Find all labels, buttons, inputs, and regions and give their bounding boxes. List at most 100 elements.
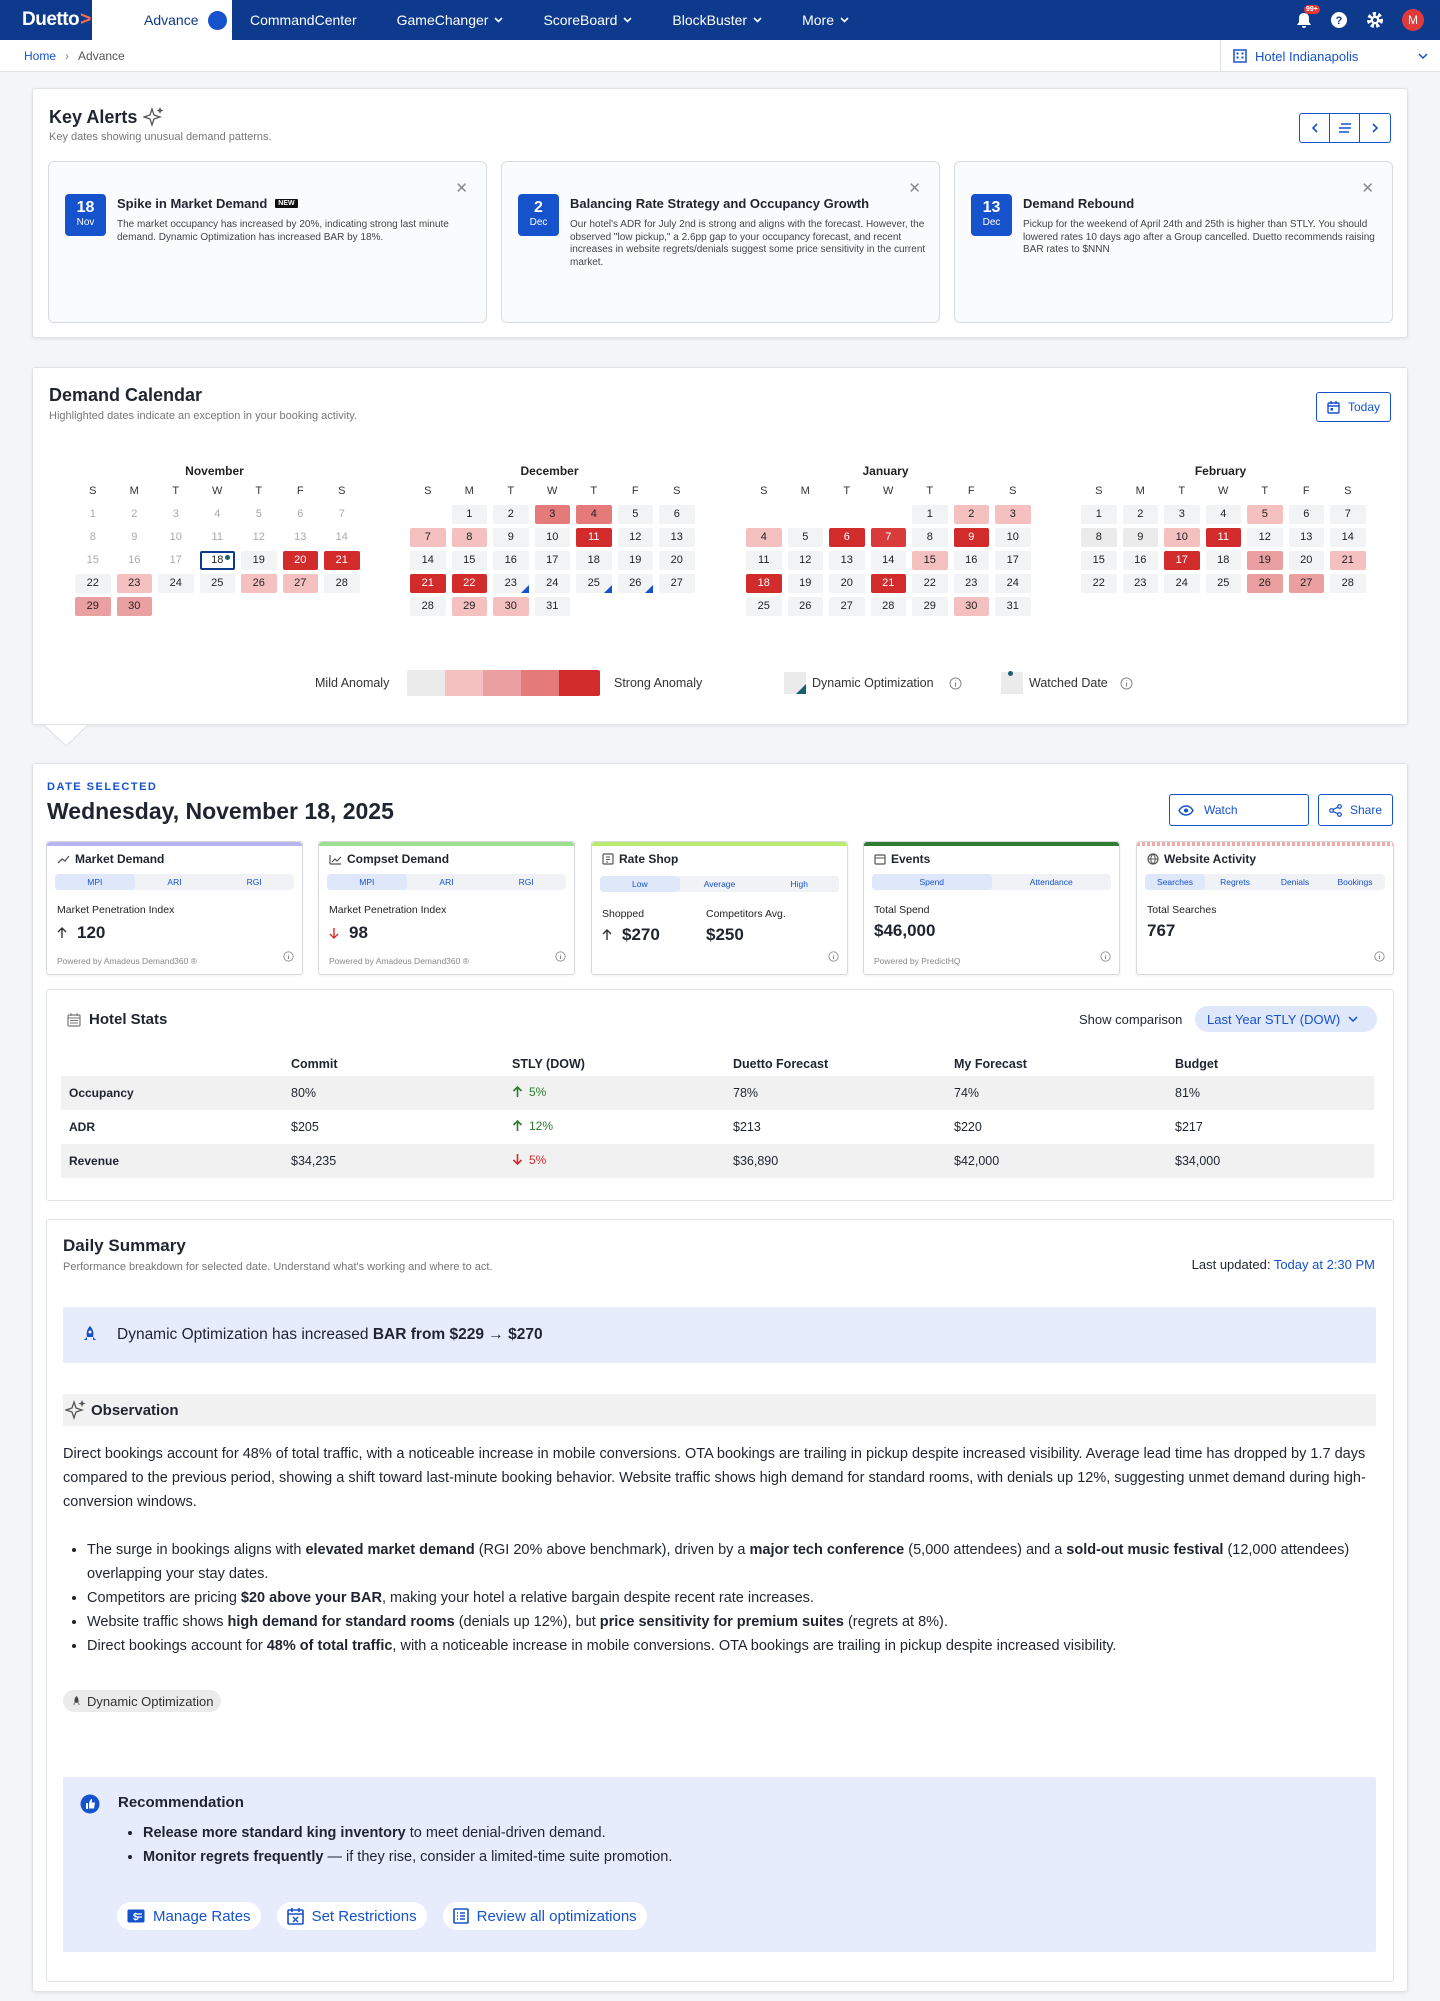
tab-ari[interactable]: ARI	[439, 877, 454, 887]
calendar-day[interactable]: 14	[410, 551, 446, 570]
calendar-day[interactable]: 1	[912, 505, 948, 524]
calendar-day[interactable]: 3	[172, 508, 179, 520]
calendar-day[interactable]: 7	[1330, 505, 1366, 524]
calendar-day[interactable]: 29	[912, 597, 948, 616]
calendar-day[interactable]: 8	[451, 528, 487, 547]
calendar-day[interactable]: 15	[86, 554, 99, 566]
calendar-day[interactable]: 2	[953, 505, 989, 524]
calendar-day[interactable]: 25	[576, 574, 612, 593]
share-button[interactable]: Share	[1318, 794, 1393, 826]
help-icon[interactable]: ?	[1330, 11, 1348, 29]
website-activity-card[interactable]: Website Activity Searches Regrets Denials B…	[1136, 841, 1394, 975]
calendar-day[interactable]: 27	[829, 597, 865, 616]
calendar-day[interactable]: 23	[493, 574, 529, 593]
calendar-day[interactable]: 18	[1205, 551, 1241, 570]
tab-spend[interactable]: Spend	[872, 874, 992, 890]
calendar-day[interactable]: 3	[534, 505, 570, 524]
tab-denials[interactable]: Denials	[1280, 877, 1310, 887]
calendar-day[interactable]: 28	[1330, 574, 1366, 593]
tab-regrets[interactable]: Regrets	[1220, 877, 1250, 887]
calendar-day[interactable]: 23	[953, 574, 989, 593]
calendar-day[interactable]: 22	[75, 574, 111, 593]
calendar-day[interactable]: 20	[282, 551, 318, 570]
calendar-day[interactable]: 30	[116, 597, 152, 616]
dynamic-optimization-tag[interactable]: Dynamic Optimization	[63, 1690, 222, 1712]
calendar-day[interactable]: 11	[1205, 528, 1241, 547]
calendar-day[interactable]: 21	[410, 574, 446, 593]
calendar-day[interactable]: 22	[912, 574, 948, 593]
calendar-day[interactable]: 30	[493, 597, 529, 616]
nav-item-scoreboard[interactable]: ScoreBoard	[525, 0, 654, 40]
calendar-day[interactable]: 14	[1330, 528, 1366, 547]
calendar-day[interactable]: 8	[1081, 528, 1117, 547]
calendar-day[interactable]: 24	[158, 574, 194, 593]
calendar-day[interactable]: 26	[241, 574, 277, 593]
calendar-day[interactable]: 13	[294, 531, 307, 543]
market-demand-card[interactable]: Market Demand MPI ARI RGI Market Penetrati…	[46, 841, 303, 975]
list-view-button[interactable]	[1330, 114, 1360, 142]
calendar-day[interactable]: 4	[214, 508, 221, 520]
calendar-day[interactable]: 9	[953, 528, 989, 547]
calendar-day[interactable]: 22	[1081, 574, 1117, 593]
calendar-day[interactable]: 18	[746, 574, 782, 593]
info-icon[interactable]	[555, 951, 566, 962]
calendar-day[interactable]: 11	[211, 531, 223, 543]
calendar-day[interactable]: 12	[1247, 528, 1283, 547]
calendar-day[interactable]: 2	[493, 505, 529, 524]
gear-icon[interactable]	[1366, 11, 1384, 29]
calendar-day[interactable]: 25	[1205, 574, 1241, 593]
tab-low[interactable]: Low	[600, 876, 680, 892]
info-icon[interactable]	[828, 951, 839, 962]
calendar-day[interactable]: 15	[451, 551, 487, 570]
calendar-day[interactable]: 9	[1122, 528, 1158, 547]
calendar-day[interactable]: 13	[659, 528, 695, 547]
calendar-day[interactable]: 17	[534, 551, 570, 570]
next-button[interactable]	[1360, 114, 1390, 142]
calendar-day[interactable]: 3	[1164, 505, 1200, 524]
calendar-day[interactable]: 6	[829, 528, 865, 547]
calendar-day[interactable]: 16	[1122, 551, 1158, 570]
calendar-day[interactable]: 31	[995, 597, 1031, 616]
calendar-day[interactable]: 31	[534, 597, 570, 616]
calendar-day[interactable]: 5	[787, 528, 823, 547]
calendar-day[interactable]: 14	[335, 531, 348, 543]
alert-card[interactable]: 13 Dec Demand Rebound Pickup for the week…	[954, 161, 1393, 323]
prev-button[interactable]	[1300, 114, 1330, 142]
calendar-day[interactable]: 20	[829, 574, 865, 593]
info-icon[interactable]	[949, 677, 962, 690]
set-restrictions-button[interactable]: Set Restrictions	[276, 1902, 427, 1930]
calendar-day[interactable]: 8	[912, 528, 948, 547]
calendar-day[interactable]: 28	[324, 574, 360, 593]
calendar-day[interactable]: 20	[659, 551, 695, 570]
calendar-day[interactable]: 11	[746, 551, 782, 570]
manage-rates-button[interactable]: $ Manage Rates	[117, 1902, 261, 1930]
calendar-day[interactable]: 18	[576, 551, 612, 570]
calendar-day[interactable]: 5	[255, 508, 262, 520]
calendar-day[interactable]: 19	[787, 574, 823, 593]
rate-shop-card[interactable]: Rate Shop Low Average High Shopped Competi…	[591, 841, 848, 975]
tab-rgi[interactable]: RGI	[246, 877, 262, 887]
calendar-day[interactable]: 15	[912, 551, 948, 570]
calendar-day[interactable]: 7	[410, 528, 446, 547]
nav-item-commandcenter[interactable]: CommandCenter	[250, 12, 357, 28]
calendar-day[interactable]: 1	[1081, 505, 1117, 524]
calendar-day[interactable]: 1	[89, 508, 96, 520]
calendar-day[interactable]: 26	[1247, 574, 1283, 593]
calendar-day[interactable]: 6	[1288, 505, 1324, 524]
calendar-day[interactable]: 10	[169, 531, 182, 543]
calendar-day[interactable]: 26	[617, 574, 653, 593]
duetto-logo[interactable]: Duetto >	[22, 9, 91, 30]
calendar-day[interactable]: 29	[451, 597, 487, 616]
calendar-day[interactable]: 19	[1247, 551, 1283, 570]
hotel-selector[interactable]: Hotel Indianapolis	[1220, 40, 1440, 72]
nav-item-blockbuster[interactable]: BlockBuster	[654, 0, 784, 40]
alert-card[interactable]: 2 Dec Balancing Rate Strategy and Occupan…	[501, 161, 940, 323]
calendar-day[interactable]: 12	[787, 551, 823, 570]
nav-item-more[interactable]: More	[784, 0, 871, 40]
calendar-day[interactable]: 21	[1330, 551, 1366, 570]
calendar-day[interactable]: 9	[131, 531, 138, 543]
tab-bookings[interactable]: Bookings	[1337, 877, 1373, 887]
calendar-day[interactable]: 24	[534, 574, 570, 593]
today-button[interactable]: Today	[1316, 392, 1391, 422]
notifications-button[interactable]: 99+	[1296, 4, 1320, 29]
